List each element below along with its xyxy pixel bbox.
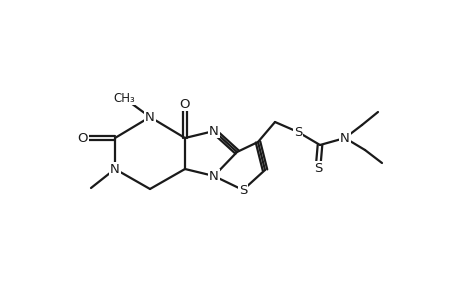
Text: N: N <box>339 131 349 145</box>
Text: N: N <box>209 169 218 182</box>
Text: S: S <box>238 184 246 196</box>
Text: CH₃: CH₃ <box>113 92 134 104</box>
Text: S: S <box>293 125 302 139</box>
Text: O: O <box>78 131 88 145</box>
Text: S: S <box>313 161 321 175</box>
Text: O: O <box>179 98 190 110</box>
Text: N: N <box>110 163 120 176</box>
Text: N: N <box>145 110 155 124</box>
Text: N: N <box>209 124 218 137</box>
